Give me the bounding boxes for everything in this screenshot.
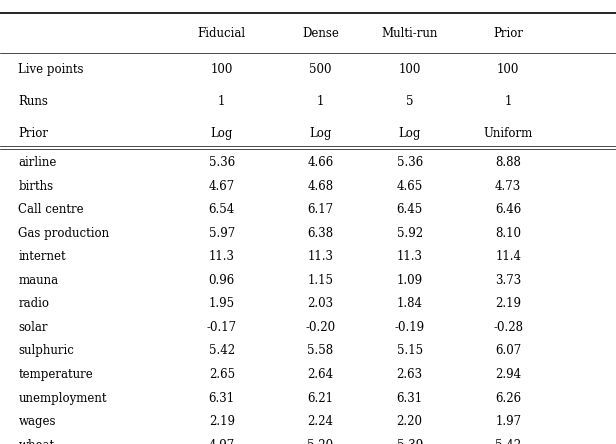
Text: 2.19: 2.19 xyxy=(209,415,235,428)
Text: -0.20: -0.20 xyxy=(306,321,335,334)
Text: 5.20: 5.20 xyxy=(307,439,333,444)
Text: -0.17: -0.17 xyxy=(207,321,237,334)
Text: Live points: Live points xyxy=(18,63,84,76)
Text: 6.07: 6.07 xyxy=(495,345,521,357)
Text: 1.97: 1.97 xyxy=(495,415,521,428)
Text: 6.45: 6.45 xyxy=(397,203,423,216)
Text: 1: 1 xyxy=(317,95,324,108)
Text: 1: 1 xyxy=(218,95,225,108)
Text: Multi-run: Multi-run xyxy=(381,27,438,40)
Text: internet: internet xyxy=(18,250,66,263)
Text: 5.42: 5.42 xyxy=(209,345,235,357)
Text: 5.97: 5.97 xyxy=(209,227,235,240)
Text: temperature: temperature xyxy=(18,368,93,381)
Text: 5.92: 5.92 xyxy=(397,227,423,240)
Text: 100: 100 xyxy=(497,63,519,76)
Text: 6.31: 6.31 xyxy=(209,392,235,404)
Text: 5.36: 5.36 xyxy=(397,156,423,169)
Text: 1: 1 xyxy=(505,95,512,108)
Text: 1.95: 1.95 xyxy=(209,297,235,310)
Text: 2.03: 2.03 xyxy=(307,297,333,310)
Text: 2.94: 2.94 xyxy=(495,368,521,381)
Text: Gas production: Gas production xyxy=(18,227,110,240)
Text: 5.39: 5.39 xyxy=(397,439,423,444)
Text: 5.15: 5.15 xyxy=(397,345,423,357)
Text: 2.65: 2.65 xyxy=(209,368,235,381)
Text: 3.73: 3.73 xyxy=(495,274,521,287)
Text: unemployment: unemployment xyxy=(18,392,107,404)
Text: 6.38: 6.38 xyxy=(307,227,333,240)
Text: Log: Log xyxy=(211,127,233,140)
Text: 6.46: 6.46 xyxy=(495,203,521,216)
Text: -0.28: -0.28 xyxy=(493,321,523,334)
Text: Prior: Prior xyxy=(493,27,523,40)
Text: 1.15: 1.15 xyxy=(307,274,333,287)
Text: 11.4: 11.4 xyxy=(495,250,521,263)
Text: 2.20: 2.20 xyxy=(397,415,423,428)
Text: 1.09: 1.09 xyxy=(397,274,423,287)
Text: 6.21: 6.21 xyxy=(307,392,333,404)
Text: radio: radio xyxy=(18,297,49,310)
Text: 100: 100 xyxy=(211,63,233,76)
Text: 0.96: 0.96 xyxy=(209,274,235,287)
Text: Dense: Dense xyxy=(302,27,339,40)
Text: Prior: Prior xyxy=(18,127,49,140)
Text: births: births xyxy=(18,180,54,193)
Text: 5.58: 5.58 xyxy=(307,345,333,357)
Text: Call centre: Call centre xyxy=(18,203,84,216)
Text: wages: wages xyxy=(18,415,56,428)
Text: 5.42: 5.42 xyxy=(495,439,521,444)
Text: Fiducial: Fiducial xyxy=(198,27,246,40)
Text: wheat: wheat xyxy=(18,439,55,444)
Text: 1.84: 1.84 xyxy=(397,297,423,310)
Text: 5: 5 xyxy=(406,95,413,108)
Text: 8.88: 8.88 xyxy=(495,156,521,169)
Text: 100: 100 xyxy=(399,63,421,76)
Text: 4.73: 4.73 xyxy=(495,180,521,193)
Text: 11.3: 11.3 xyxy=(209,250,235,263)
Text: 4.68: 4.68 xyxy=(307,180,333,193)
Text: 6.54: 6.54 xyxy=(209,203,235,216)
Text: 4.66: 4.66 xyxy=(307,156,333,169)
Text: 5.36: 5.36 xyxy=(209,156,235,169)
Text: 2.24: 2.24 xyxy=(307,415,333,428)
Text: Log: Log xyxy=(309,127,331,140)
Text: 2.64: 2.64 xyxy=(307,368,333,381)
Text: solar: solar xyxy=(18,321,48,334)
Text: 11.3: 11.3 xyxy=(397,250,423,263)
Text: 11.3: 11.3 xyxy=(307,250,333,263)
Text: 4.65: 4.65 xyxy=(397,180,423,193)
Text: Runs: Runs xyxy=(18,95,48,108)
Text: 500: 500 xyxy=(309,63,331,76)
Text: Log: Log xyxy=(399,127,421,140)
Text: Uniform: Uniform xyxy=(484,127,533,140)
Text: 6.31: 6.31 xyxy=(397,392,423,404)
Text: 8.10: 8.10 xyxy=(495,227,521,240)
Text: 4.67: 4.67 xyxy=(209,180,235,193)
Text: airline: airline xyxy=(18,156,57,169)
Text: 6.26: 6.26 xyxy=(495,392,521,404)
Text: mauna: mauna xyxy=(18,274,59,287)
Text: 2.63: 2.63 xyxy=(397,368,423,381)
Text: 6.17: 6.17 xyxy=(307,203,333,216)
Text: -0.19: -0.19 xyxy=(395,321,424,334)
Text: 4.97: 4.97 xyxy=(209,439,235,444)
Text: sulphuric: sulphuric xyxy=(18,345,75,357)
Text: 2.19: 2.19 xyxy=(495,297,521,310)
